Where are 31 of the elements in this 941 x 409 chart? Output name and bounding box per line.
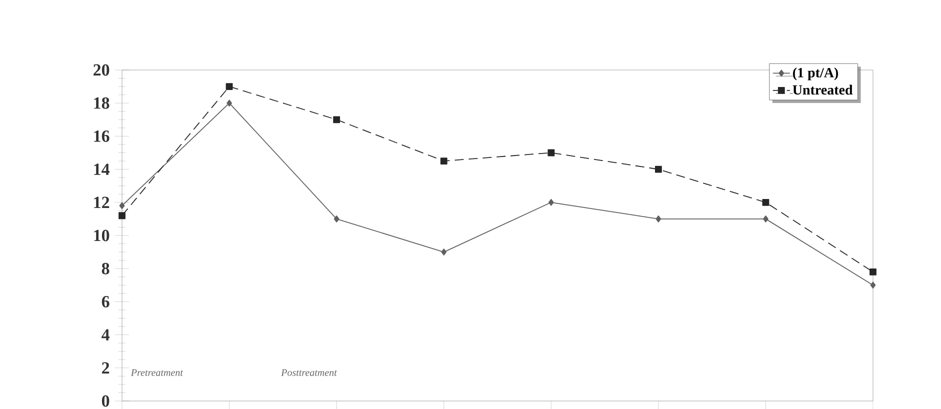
- y-tick-label: 16: [94, 130, 110, 142]
- annotation: Posttreatment: [281, 369, 338, 376]
- point: [226, 83, 233, 90]
- y-tick-label: 14: [94, 164, 110, 175]
- y-tick-label: 0: [102, 395, 110, 407]
- point: [656, 215, 662, 222]
- point: [762, 198, 770, 206]
- point: [119, 202, 125, 210]
- point: [763, 215, 768, 222]
- point: [118, 212, 126, 220]
- annotation: Pretreatment: [130, 369, 184, 376]
- point: [334, 215, 340, 222]
- point: [441, 248, 447, 256]
- legend-label: (1 pt/A): [792, 68, 838, 80]
- y-tick-label: 18: [94, 97, 110, 109]
- y-tick-label: 12: [94, 196, 110, 208]
- point: [548, 198, 554, 206]
- y-tick-label: 20: [94, 64, 110, 76]
- point: [654, 166, 662, 173]
- point: [870, 282, 876, 289]
- y-tick-label: 6: [102, 296, 110, 308]
- point: [870, 268, 876, 276]
- point: [548, 149, 555, 156]
- y-tick-label: 8: [102, 262, 110, 274]
- point: [440, 158, 448, 164]
- y-tick-label: 2: [102, 362, 110, 374]
- point: [333, 116, 340, 124]
- point: [226, 100, 232, 107]
- y-tick-label: 4: [102, 329, 110, 340]
- legend-label: Untreated: [792, 84, 853, 95]
- y-tick-label: 10: [94, 230, 110, 242]
